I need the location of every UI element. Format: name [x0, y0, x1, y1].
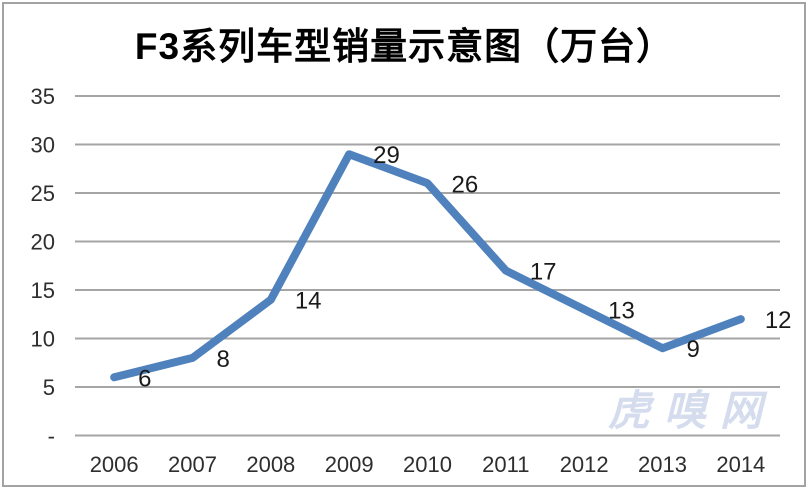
y-tick-label: 15: [31, 278, 55, 303]
x-tick-label: 2013: [638, 452, 687, 477]
data-point-label: 8: [217, 346, 230, 373]
y-tick-label: 30: [31, 133, 55, 158]
data-point-label: 6: [138, 365, 151, 392]
data-point-label: 17: [530, 259, 557, 286]
x-tick-label: 2011: [482, 452, 529, 477]
x-tick-label: 2012: [560, 452, 609, 477]
x-tick-label: 2010: [403, 452, 452, 477]
x-tick-label: 2007: [168, 452, 217, 477]
data-point-label: 29: [373, 142, 400, 169]
data-point-label: 26: [452, 171, 479, 198]
chart-title: F3系列车型销量示意图（万台）: [134, 26, 675, 67]
x-tick-label: 2006: [90, 452, 139, 477]
sales-line-series: [110, 150, 745, 382]
data-point-label: 9: [687, 336, 700, 363]
y-tick-label: 35: [31, 84, 55, 109]
y-tick-label: -: [48, 424, 55, 449]
data-point-label: 12: [765, 307, 792, 334]
x-tick-label: 2009: [325, 452, 374, 477]
x-tick-label: 2014: [716, 452, 765, 477]
y-tick-label: 5: [43, 375, 55, 400]
x-tick-label: 2008: [246, 452, 295, 477]
y-tick-label: 25: [31, 181, 55, 206]
y-tick-label: 20: [31, 230, 55, 255]
data-point-label: 13: [608, 297, 635, 324]
y-tick-label: 10: [31, 327, 55, 352]
watermark-text: 虎嗅网: [608, 387, 776, 434]
data-point-label: 14: [295, 288, 322, 315]
